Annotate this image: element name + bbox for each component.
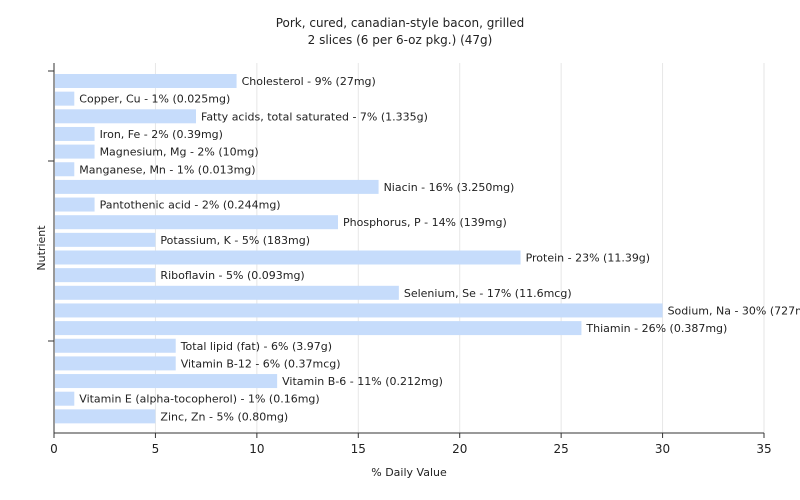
bar [55,391,75,406]
bar-label: Vitamin B-12 - 6% (0.37mcg) [181,357,341,370]
x-axis-label: % Daily Value [371,466,447,479]
bar-label: Pantothenic acid - 2% (0.244mg) [100,199,281,212]
bar-label: Vitamin E (alpha-tocopherol) - 1% (0.16m… [79,393,319,406]
bar [55,338,176,353]
x-tick-label: 20 [452,442,467,456]
bar [55,74,237,88]
x-tick-label: 30 [655,442,670,456]
bar [55,179,379,194]
bar-label: Protein - 23% (11.39g) [526,252,651,265]
bar [55,109,196,124]
bar-label: Fatty acids, total saturated - 7% (1.335… [201,110,428,123]
bar [55,91,75,106]
bar [55,285,399,300]
bar [55,374,278,389]
bar-label: Thiamin - 26% (0.387mg) [585,322,727,335]
bar-label: Total lipid (fat) - 6% (3.97g) [180,340,332,353]
bar-label: Manganese, Mn - 1% (0.013mg) [79,163,255,176]
bar-label: Iron, Fe - 2% (0.39mg) [100,128,223,141]
bar-label: Niacin - 16% (3.250mg) [384,181,515,194]
bar [55,197,95,212]
bar [55,144,95,159]
chart-subtitle: 2 slices (6 per 6-oz pkg.) (47g) [307,33,493,47]
bar [55,215,338,230]
bar-label: Potassium, K - 5% (183mg) [160,234,310,247]
bar-label: Selenium, Se - 17% (11.6mcg) [404,287,572,300]
axes: 0 5 10 15 20 25 30 35 [48,63,772,456]
bar [55,250,521,265]
bar [55,321,582,336]
x-tick-label: 10 [249,442,264,456]
bars: Cholesterol - 9% (27mg) Copper, Cu - 1% (… [55,74,800,424]
bar-label: Vitamin B-6 - 11% (0.212mg) [282,375,443,388]
bar-label: Copper, Cu - 1% (0.025mg) [79,93,230,106]
grid [154,63,765,433]
bar-label: Sodium, Na - 30% (727mg) [668,304,800,317]
bar-label: Riboflavin - 5% (0.093mg) [160,269,304,282]
bar-label: Phosphorus, P - 14% (139mg) [343,216,507,229]
x-tick-label: 15 [351,442,366,456]
bar [55,126,95,141]
bar [55,268,156,283]
y-axis-label: Nutrient [35,225,48,271]
bar [55,409,156,424]
bar [55,162,75,177]
plot-area [54,63,764,433]
x-tick-label: 0 [50,442,58,456]
x-tick-label: 5 [152,442,160,456]
x-tick-label: 35 [756,442,771,456]
chart-title: Pork, cured, canadian-style bacon, grill… [275,16,525,30]
bar [55,232,156,247]
bar [55,303,663,318]
x-tick-label: 25 [554,442,569,456]
bar [55,356,176,371]
bar-label: Cholesterol - 9% (27mg) [242,75,376,88]
bar-label: Magnesium, Mg - 2% (10mg) [100,146,259,159]
bar-label: Zinc, Zn - 5% (0.80mg) [160,410,288,423]
